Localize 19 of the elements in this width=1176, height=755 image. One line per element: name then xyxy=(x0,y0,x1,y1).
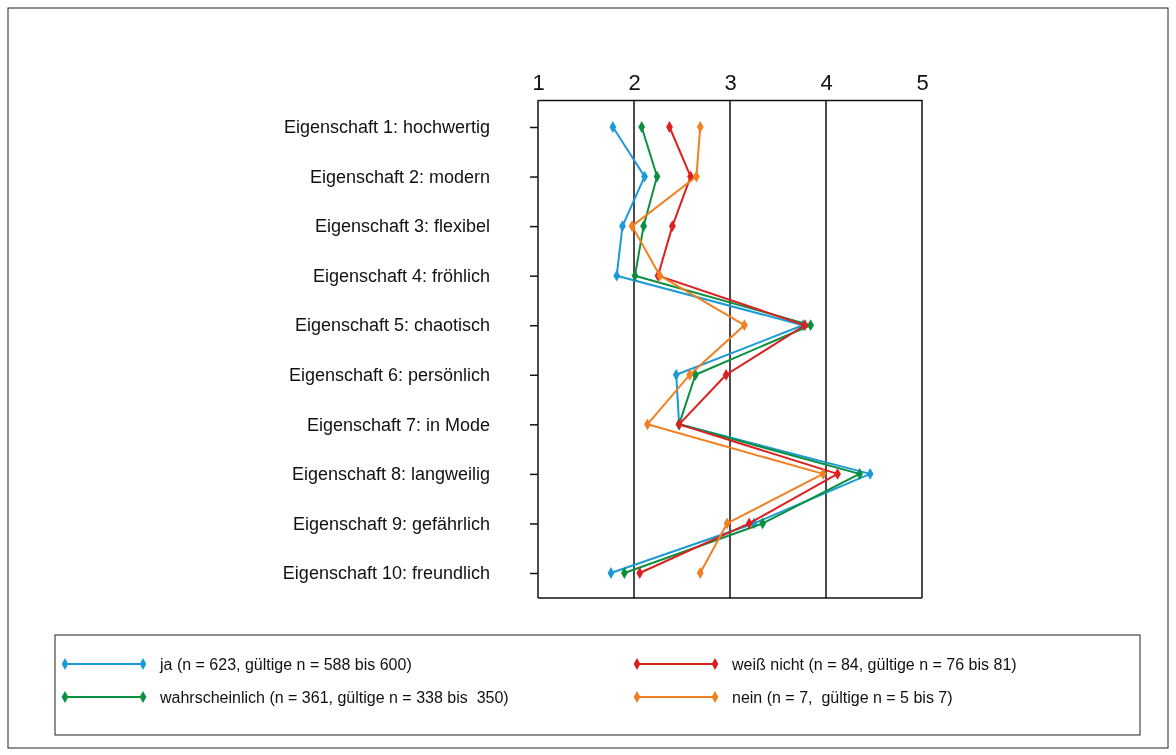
x-tick-label: 3 xyxy=(724,70,737,95)
x-tick-label: 4 xyxy=(820,70,833,95)
legend-label: weiß nicht (n = 84, gültige n = 76 bis 81) xyxy=(731,656,1017,673)
y-tick-label: Eigenschaft 6: persönlich xyxy=(288,365,490,386)
x-tick-label: 1 xyxy=(532,70,545,95)
legend-label: nein (n = 7, gültige n = 5 bis 7) xyxy=(732,689,953,706)
y-tick-label: Eigenschaft 7: in Mode xyxy=(306,414,490,435)
y-tick-label: Eigenschaft 9: gefährlich xyxy=(292,513,490,534)
legend-label: ja (n = 623, gültige n = 588 bis 600) xyxy=(159,656,412,673)
y-tick-label: Eigenschaft 1: hochwertig xyxy=(283,117,490,138)
x-tick-label: 5 xyxy=(916,70,929,95)
y-tick-label: Eigenschaft 2: modern xyxy=(309,166,490,187)
y-tick-label: Eigenschaft 3: flexibel xyxy=(314,216,490,237)
y-tick-label: Eigenschaft 8: langweilig xyxy=(291,464,490,485)
y-tick-label: Eigenschaft 10: freundlich xyxy=(282,563,490,584)
x-tick-label: 2 xyxy=(628,70,641,95)
y-tick-label: Eigenschaft 4: fröhlich xyxy=(312,265,490,286)
legend-label: wahrscheinlich (n = 361, gültige n = 338 bis 350) xyxy=(159,689,509,706)
y-tick-label: Eigenschaft 5: chaotisch xyxy=(294,315,490,336)
